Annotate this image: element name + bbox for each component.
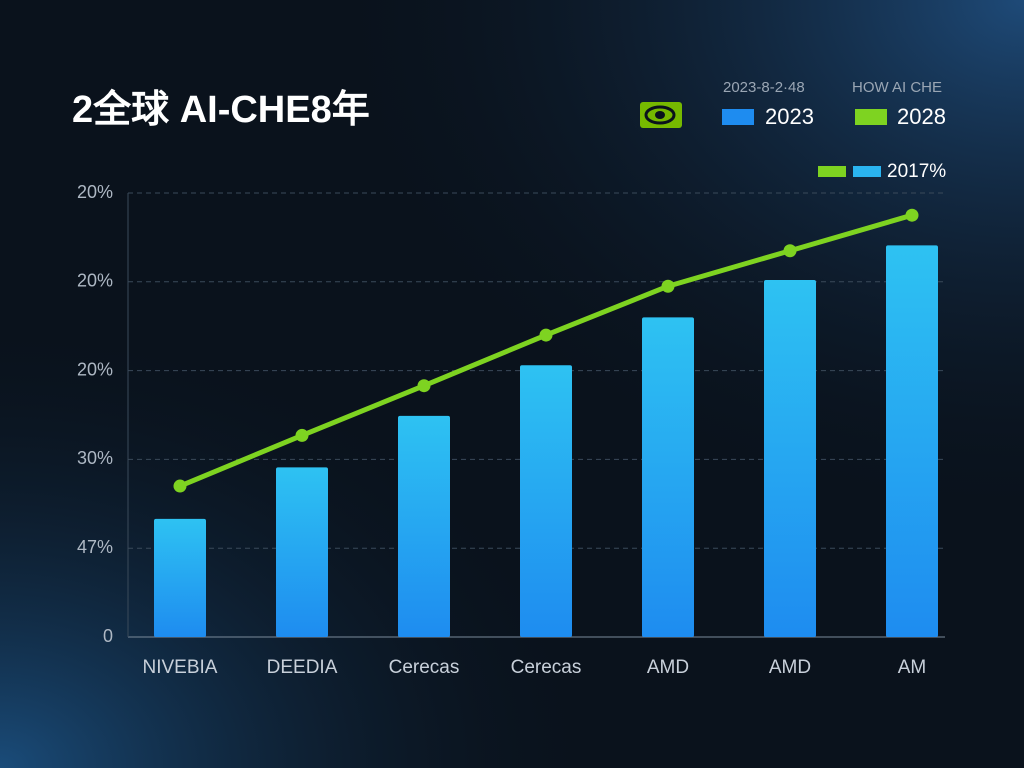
line-marker: [295, 428, 309, 442]
bar: [642, 317, 694, 637]
y-tick-label: 0: [103, 626, 113, 646]
legend-swatch: [855, 109, 887, 125]
line-marker: [783, 244, 797, 258]
bar: [276, 467, 328, 637]
x-tick-label: NIVEBIA: [143, 657, 218, 678]
x-tick-label: AM: [898, 657, 927, 678]
line-marker: [539, 328, 553, 342]
bar: [398, 415, 450, 637]
legend-label: 2023: [765, 104, 814, 129]
legend-swatch: [818, 166, 846, 177]
chart-title: 2全球 AI-CHE8年: [72, 88, 370, 131]
legend-swatch: [853, 166, 881, 177]
bar: [764, 280, 816, 637]
line-marker: [661, 279, 675, 293]
y-tick-label: 20%: [77, 182, 113, 202]
x-tick-label: DEEDIA: [267, 657, 338, 678]
line-marker: [173, 479, 187, 493]
legend-label: 2017%: [887, 161, 946, 182]
logo: [640, 102, 682, 128]
bar: [520, 365, 572, 637]
bar: [886, 245, 938, 637]
y-tick-label: 20%: [77, 271, 113, 291]
y-tick-label: 30%: [77, 448, 113, 468]
y-tick-label: 20%: [77, 359, 113, 379]
x-tick-label: AMD: [647, 657, 689, 678]
subtitle: 2023-8-2·48: [723, 79, 805, 96]
annotation: HOW AI CHE: [852, 79, 942, 96]
legend-label: 2028: [897, 104, 946, 129]
x-tick-label: Cerecas: [389, 657, 460, 678]
line-marker: [905, 208, 919, 222]
x-tick-label: Cerecas: [511, 657, 582, 678]
x-tick-label: AMD: [769, 657, 811, 678]
bar: [154, 518, 206, 637]
y-tick-label: 47%: [77, 537, 113, 557]
line-marker: [417, 379, 431, 393]
legend-swatch: [722, 109, 754, 125]
